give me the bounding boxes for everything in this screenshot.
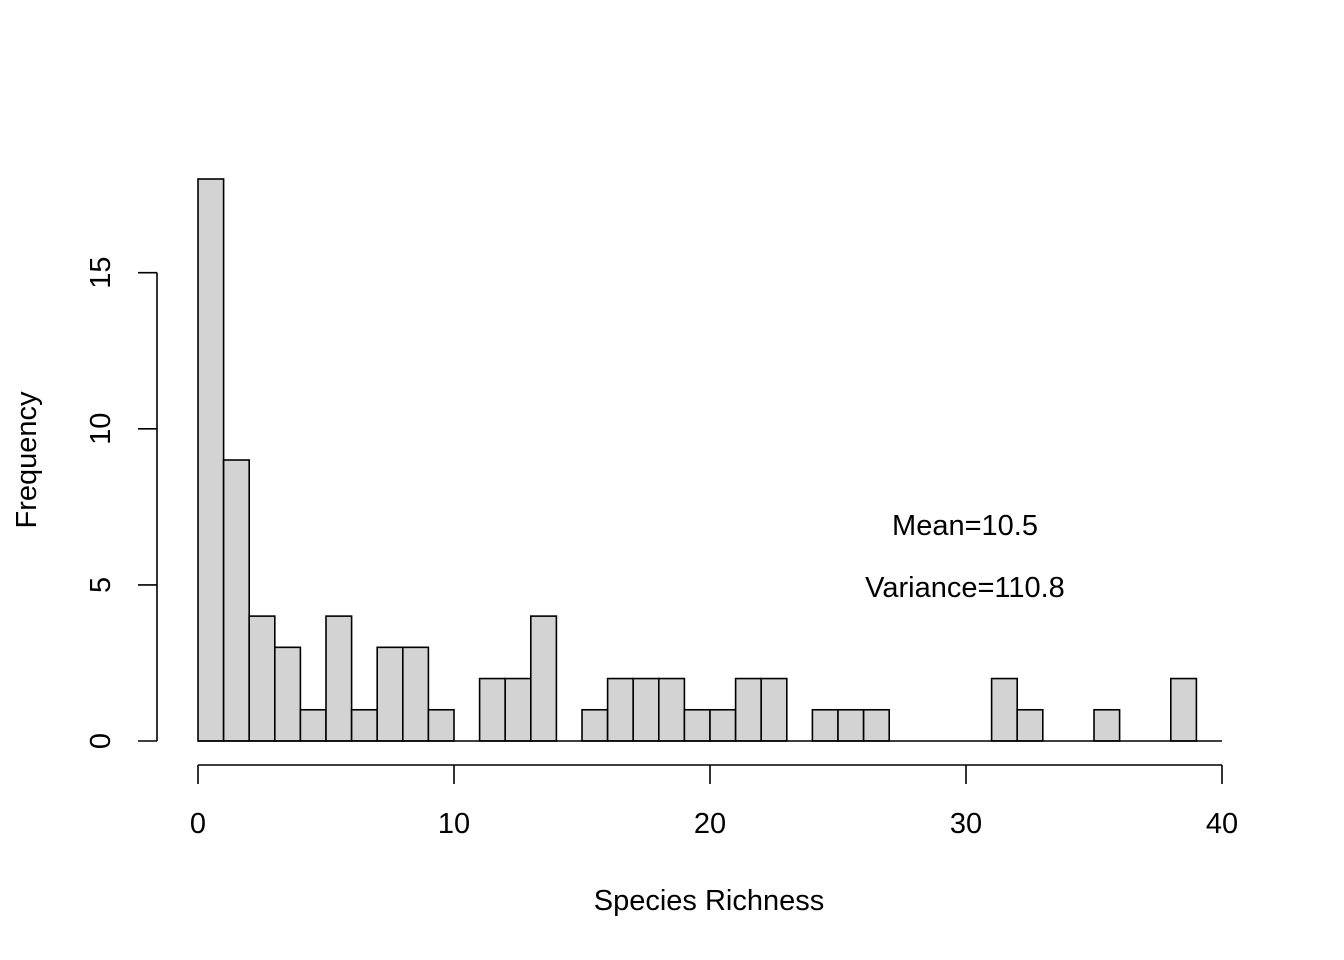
- annotation-variance: Variance=110.8: [865, 572, 1065, 604]
- histogram-bar: [709, 708, 737, 742]
- y-tick-label: 10: [85, 413, 117, 445]
- histogram-bar: [581, 708, 609, 742]
- histogram-bar: [862, 708, 890, 742]
- y-tick-label: 0: [85, 733, 117, 749]
- histogram-bar: [632, 677, 660, 742]
- histogram-bar: [1016, 708, 1044, 742]
- histogram-bar: [606, 677, 634, 742]
- histogram-bar: [529, 615, 558, 742]
- y-tick-label: 15: [85, 257, 117, 289]
- histogram-bar: [683, 708, 711, 742]
- histogram-bar: [811, 708, 839, 742]
- histogram-bar: [1093, 708, 1121, 742]
- histogram-bar: [657, 677, 686, 742]
- histogram-bar: [478, 677, 507, 742]
- bars-group: [197, 178, 1198, 742]
- histogram-bar: [427, 708, 455, 742]
- y-axis-title: Frequency: [11, 391, 43, 529]
- annotation-mean: Mean=10.5: [892, 510, 1038, 542]
- histogram-bar: [222, 459, 251, 742]
- histogram-bar: [990, 677, 1018, 742]
- x-tick-label: 30: [950, 808, 982, 840]
- x-tick-label: 40: [1206, 808, 1238, 840]
- y-tick-label: 5: [85, 577, 117, 593]
- histogram-bar: [734, 677, 762, 742]
- histogram-bar: [760, 677, 788, 742]
- histogram-bar: [325, 615, 353, 742]
- histogram-bar: [837, 708, 865, 742]
- histogram-bar: [1170, 677, 1198, 742]
- histogram-bar: [248, 615, 276, 742]
- x-tick-label: 20: [694, 808, 726, 840]
- histogram-bar: [504, 677, 532, 742]
- histogram-bar: [401, 646, 430, 742]
- histogram-bar: [197, 178, 225, 742]
- x-axis: 0 10 20 30 40: [190, 764, 1238, 840]
- histogram-bar: [299, 708, 327, 742]
- histogram-bar: [376, 646, 404, 742]
- x-axis-title: Species Richness: [594, 885, 825, 917]
- y-axis: 0 5 10 15: [85, 257, 158, 749]
- x-tick-label: 10: [438, 808, 470, 840]
- x-tick-label: 0: [190, 808, 206, 840]
- histogram-bar: [273, 646, 302, 742]
- histogram-bar: [350, 708, 379, 742]
